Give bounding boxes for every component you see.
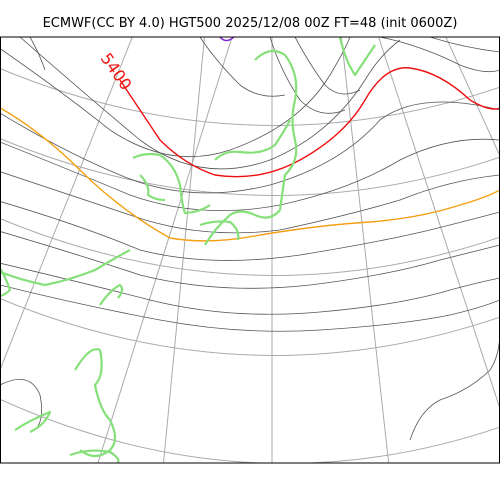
contour-purple xyxy=(219,37,235,42)
contour-5400 xyxy=(119,67,500,178)
map-title: ECMWF(CC BY 4.0) HGT500 2025/12/08 00Z F… xyxy=(42,16,458,31)
contour-label-5400: 5400 xyxy=(97,49,136,93)
contour-orange xyxy=(0,107,500,242)
coastlines xyxy=(0,37,376,463)
height-contours xyxy=(0,37,500,441)
map-frame-border xyxy=(0,36,500,464)
